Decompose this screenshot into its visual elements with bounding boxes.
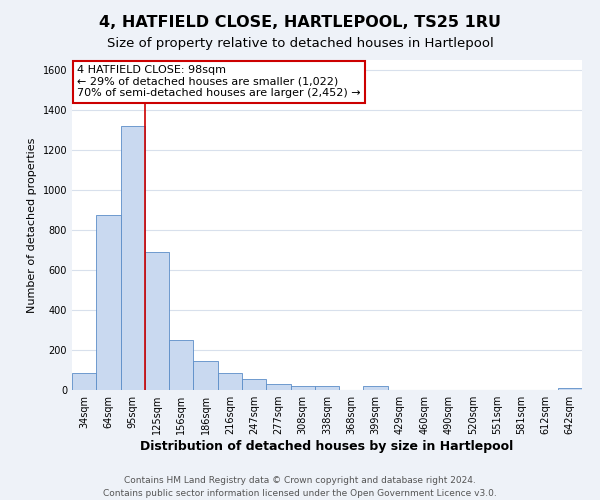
Bar <box>169 340 193 390</box>
Bar <box>145 252 169 390</box>
Bar <box>193 362 218 390</box>
Bar <box>96 215 121 390</box>
Bar <box>72 373 96 390</box>
Bar <box>266 384 290 390</box>
Bar <box>218 373 242 390</box>
Text: Size of property relative to detached houses in Hartlepool: Size of property relative to detached ho… <box>107 38 493 51</box>
Text: Contains HM Land Registry data © Crown copyright and database right 2024.
Contai: Contains HM Land Registry data © Crown c… <box>103 476 497 498</box>
Bar <box>242 379 266 390</box>
Bar <box>558 388 582 390</box>
Bar <box>290 386 315 390</box>
X-axis label: Distribution of detached houses by size in Hartlepool: Distribution of detached houses by size … <box>140 440 514 453</box>
Bar <box>364 386 388 390</box>
Text: 4, HATFIELD CLOSE, HARTLEPOOL, TS25 1RU: 4, HATFIELD CLOSE, HARTLEPOOL, TS25 1RU <box>99 15 501 30</box>
Bar <box>315 386 339 390</box>
Text: 4 HATFIELD CLOSE: 98sqm
← 29% of detached houses are smaller (1,022)
70% of semi: 4 HATFIELD CLOSE: 98sqm ← 29% of detache… <box>77 65 361 98</box>
Y-axis label: Number of detached properties: Number of detached properties <box>27 138 37 312</box>
Bar <box>121 126 145 390</box>
